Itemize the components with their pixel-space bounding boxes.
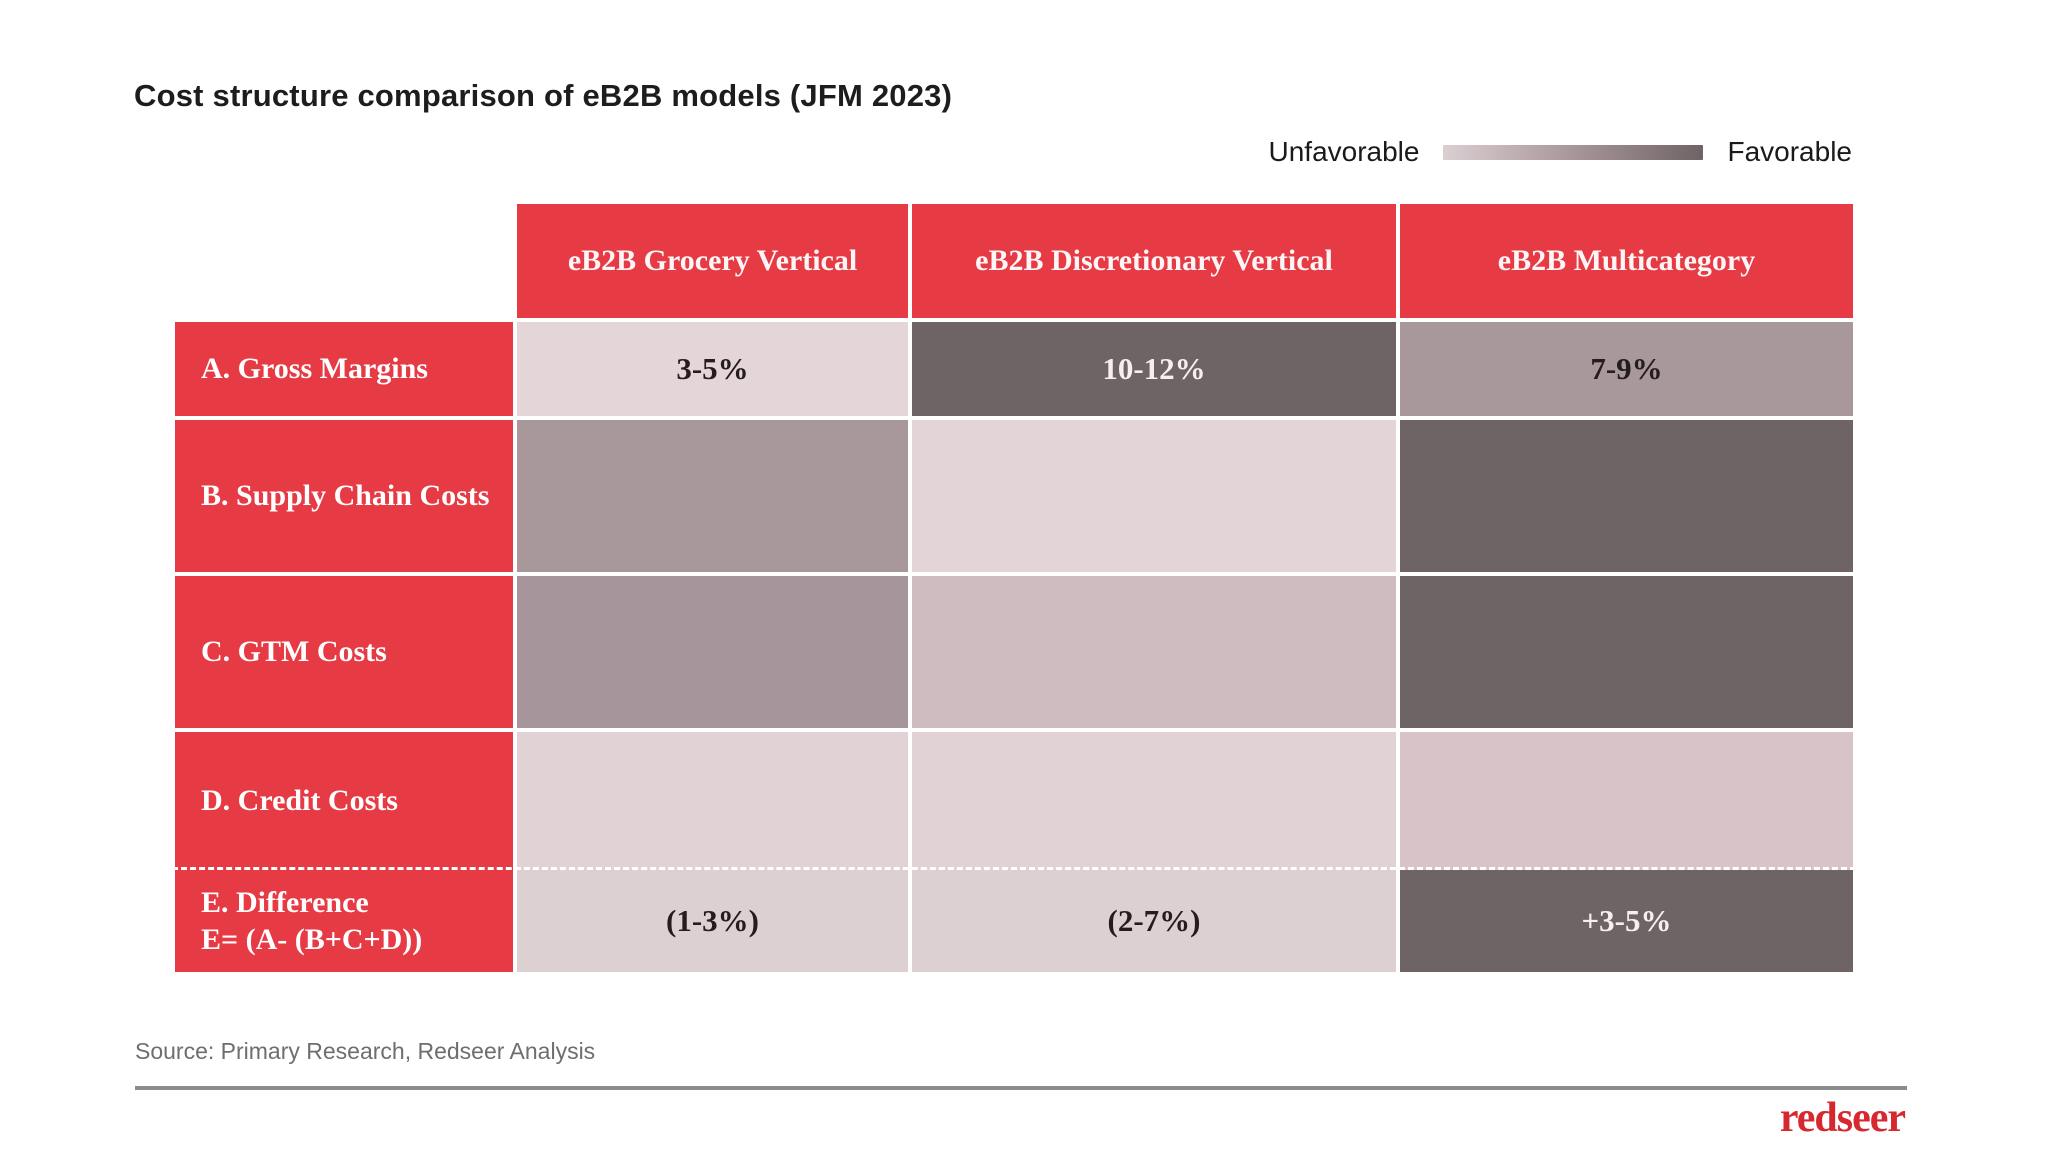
cell-difference-multicategory: +3-5% xyxy=(1400,870,1853,972)
cell-gross-margins-grocery: 3-5% xyxy=(517,322,908,416)
table-header-row: eB2B Grocery Vertical eB2B Discretionary… xyxy=(175,204,1853,318)
column-header-discretionary: eB2B Discretionary Vertical xyxy=(912,204,1396,318)
cell-supply-chain-discretionary xyxy=(912,420,1396,572)
column-header-multicategory: eB2B Multicategory xyxy=(1400,204,1853,318)
cell-gtm-grocery xyxy=(517,576,908,728)
cost-structure-table: eB2B Grocery Vertical eB2B Discretionary… xyxy=(172,204,1856,975)
table-row-gross-margins: A. Gross Margins 3-5% 10-12% 7-9% xyxy=(175,322,1853,416)
table-row-difference: E. Difference E= (A- (B+C+D)) (1-3%) (2-… xyxy=(175,870,1853,972)
cell-gtm-multicategory xyxy=(1400,576,1853,728)
cell-credit-discretionary xyxy=(912,732,1396,870)
table-row-supply-chain-costs: B. Supply Chain Costs xyxy=(175,420,1853,572)
row-label-credit-costs: D. Credit Costs xyxy=(175,732,513,870)
cell-gtm-discretionary xyxy=(912,576,1396,728)
header-spacer xyxy=(175,204,513,318)
legend-unfavorable-label: Unfavorable xyxy=(1268,136,1420,167)
cell-difference-grocery: (1-3%) xyxy=(517,870,908,972)
row-label-gross-margins: A. Gross Margins xyxy=(175,322,513,416)
cell-gross-margins-discretionary: 10-12% xyxy=(912,322,1396,416)
table-row-credit-costs: D. Credit Costs xyxy=(175,732,1853,870)
legend-favorable-label: Favorable xyxy=(1727,136,1852,167)
source-note: Source: Primary Research, Redseer Analys… xyxy=(135,1038,596,1064)
cell-credit-multicategory xyxy=(1400,732,1853,870)
cell-supply-chain-multicategory xyxy=(1400,420,1853,572)
favorability-legend: Unfavorable Favorable xyxy=(1269,136,1853,168)
cell-credit-grocery xyxy=(517,732,908,870)
difference-label-lines: E. Difference E= (A- (B+C+D)) xyxy=(201,885,423,957)
footer-divider xyxy=(135,1086,1907,1090)
cell-supply-chain-grocery xyxy=(517,420,908,572)
row-label-gtm-costs: C. GTM Costs xyxy=(175,576,513,728)
table-row-gtm-costs: C. GTM Costs xyxy=(175,576,1853,728)
legend-gradient-bar xyxy=(1443,144,1704,160)
page-title: Cost structure comparison of eB2B models… xyxy=(134,78,953,113)
row-label-difference: E. Difference E= (A- (B+C+D)) xyxy=(175,870,513,972)
redseer-logo: redseer xyxy=(1779,1095,1906,1141)
cell-gross-margins-multicategory: 7-9% xyxy=(1400,322,1853,416)
column-header-grocery: eB2B Grocery Vertical xyxy=(517,204,908,318)
row-label-supply-chain-costs: B. Supply Chain Costs xyxy=(175,420,513,572)
cell-difference-discretionary: (2-7%) xyxy=(912,870,1396,972)
